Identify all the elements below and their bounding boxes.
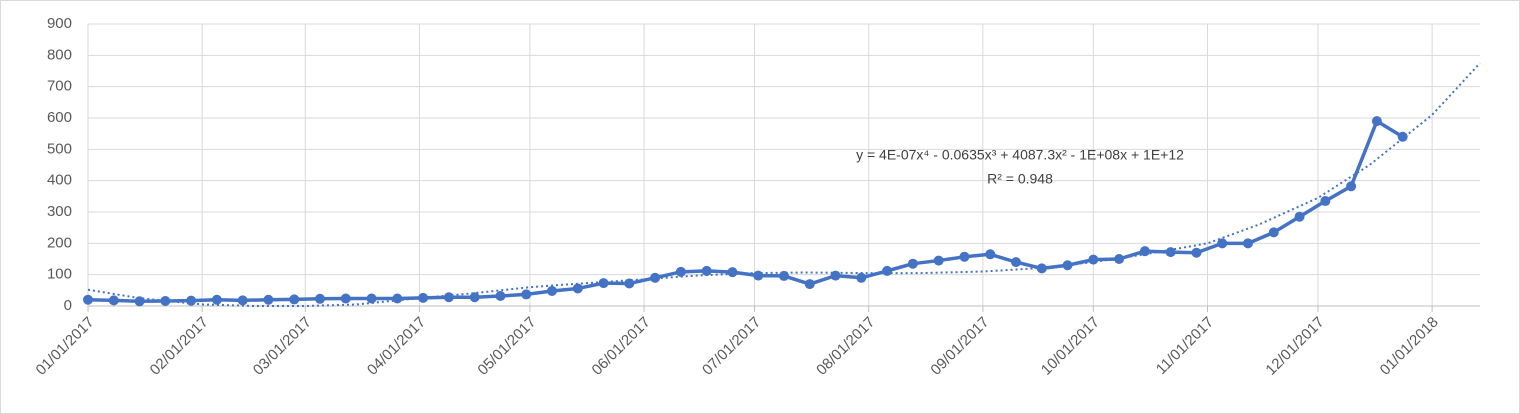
- data-point: [1036, 263, 1047, 274]
- y-tick-label: 900: [47, 15, 72, 32]
- y-tick-label: 100: [47, 266, 72, 283]
- data-point: [856, 272, 867, 283]
- data-point: [830, 270, 841, 281]
- data-point: [108, 295, 119, 306]
- data-point: [392, 293, 403, 304]
- data-point: [237, 295, 248, 306]
- data-point: [443, 292, 454, 303]
- data-point: [521, 289, 532, 300]
- data-point: [418, 292, 429, 303]
- data-point: [572, 283, 583, 294]
- y-tick-label: 0: [64, 297, 72, 314]
- data-point: [1114, 254, 1125, 264]
- data-point: [933, 255, 944, 266]
- data-point: [1294, 211, 1305, 222]
- data-point: [1217, 238, 1228, 249]
- data-point: [1268, 227, 1279, 238]
- trend-equation: y = 4E-07x⁴ - 0.0635x³ + 4087.3x² - 1E+0…: [856, 147, 1184, 163]
- data-point: [340, 293, 351, 304]
- data-point: [959, 251, 970, 262]
- data-point: [598, 278, 609, 289]
- trendline: [87, 62, 1481, 307]
- data-point: [1397, 131, 1408, 142]
- data-point: [675, 266, 686, 277]
- data-point: [547, 285, 557, 296]
- data-point: [160, 295, 171, 306]
- r-squared: R² = 0.948: [987, 171, 1053, 187]
- data-point: [211, 294, 222, 305]
- data-point: [907, 258, 918, 269]
- data-point: [1011, 257, 1021, 268]
- y-tick-label: 200: [47, 234, 72, 251]
- data-point: [263, 294, 274, 305]
- data-point: [315, 293, 325, 304]
- data-point: [366, 293, 377, 304]
- data-point: [495, 290, 506, 301]
- y-tick-label: 400: [47, 172, 72, 189]
- y-tick-label: 500: [47, 140, 72, 157]
- data-point: [469, 292, 480, 303]
- data-line: [87, 119, 1404, 304]
- data-point: [1346, 181, 1357, 192]
- y-tick-label: 300: [47, 203, 72, 220]
- data-point: [727, 267, 738, 278]
- data-point: [1165, 247, 1176, 258]
- data-point: [753, 270, 764, 281]
- data-point: [650, 272, 661, 283]
- data-point: [1062, 260, 1073, 271]
- data-point: [186, 295, 197, 306]
- data-point: [779, 270, 789, 281]
- y-tick-label: 600: [47, 109, 72, 126]
- data-point: [1139, 246, 1150, 257]
- data-point: [701, 265, 712, 276]
- data-point: [882, 265, 893, 276]
- y-tick-label: 700: [47, 78, 72, 95]
- data-point: [1088, 254, 1099, 265]
- data-point: [289, 294, 300, 305]
- data-point: [1243, 238, 1253, 249]
- data-point: [83, 294, 93, 305]
- data-point: [1191, 247, 1202, 258]
- y-tick-label: 800: [47, 46, 72, 63]
- data-point: [804, 279, 815, 290]
- data-point: [1320, 196, 1331, 207]
- data-point: [134, 296, 145, 307]
- data-point: [985, 249, 996, 260]
- data-point: [624, 278, 635, 289]
- data-point: [1371, 116, 1382, 127]
